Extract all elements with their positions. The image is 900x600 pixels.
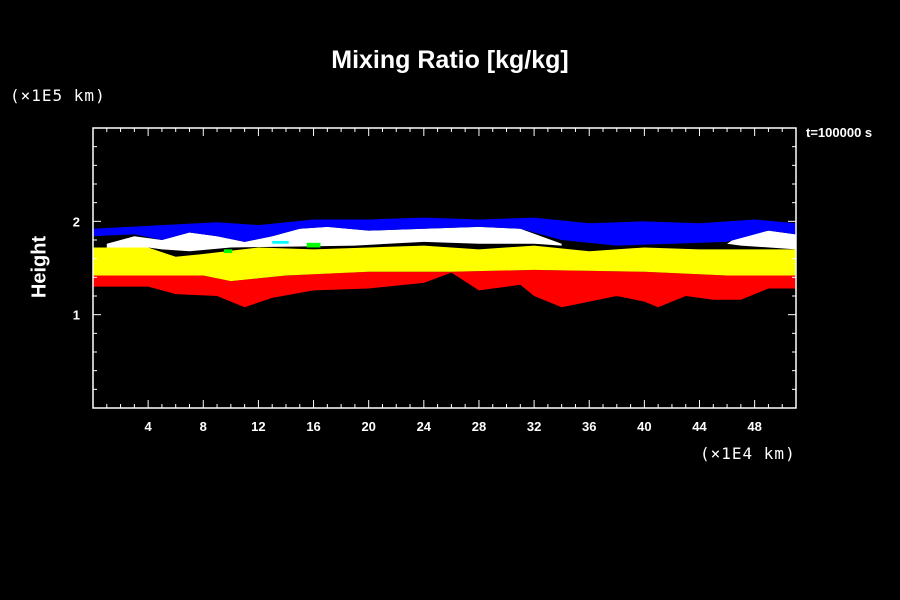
y-axis-unit: (×1E5 km) <box>10 86 106 105</box>
y-tick-label: 2 <box>73 214 80 229</box>
x-tick-label: 16 <box>306 419 320 434</box>
x-tick-label: 48 <box>747 419 761 434</box>
spot-green-2 <box>223 249 233 254</box>
x-tick-label: 40 <box>637 419 651 434</box>
x-tick-label: 28 <box>472 419 486 434</box>
y-tick-label: 1 <box>73 308 80 323</box>
band-red-0 <box>93 269 796 308</box>
x-tick-label: 36 <box>582 419 596 434</box>
x-tick-label: 24 <box>417 419 432 434</box>
mixing-ratio-fields <box>93 217 796 308</box>
spot-cyan-1 <box>272 240 289 244</box>
x-tick-label: 32 <box>527 419 541 434</box>
band-white-2 <box>106 226 562 252</box>
x-tick-label: 4 <box>145 419 153 434</box>
x-tick-label: 12 <box>251 419 265 434</box>
spot-green-0 <box>306 242 321 248</box>
x-tick-label: 44 <box>692 419 707 434</box>
chart-title: Mixing Ratio [kg/kg] <box>331 46 569 74</box>
time-label: t=100000 s <box>806 125 873 140</box>
band-blue-4 <box>93 217 796 246</box>
band-yellow-1 <box>93 245 796 282</box>
x-axis-unit: (×1E4 km) <box>700 444 796 463</box>
plot-frame <box>92 127 797 409</box>
x-tick-label: 20 <box>361 419 375 434</box>
x-tick-label: 8 <box>200 419 207 434</box>
